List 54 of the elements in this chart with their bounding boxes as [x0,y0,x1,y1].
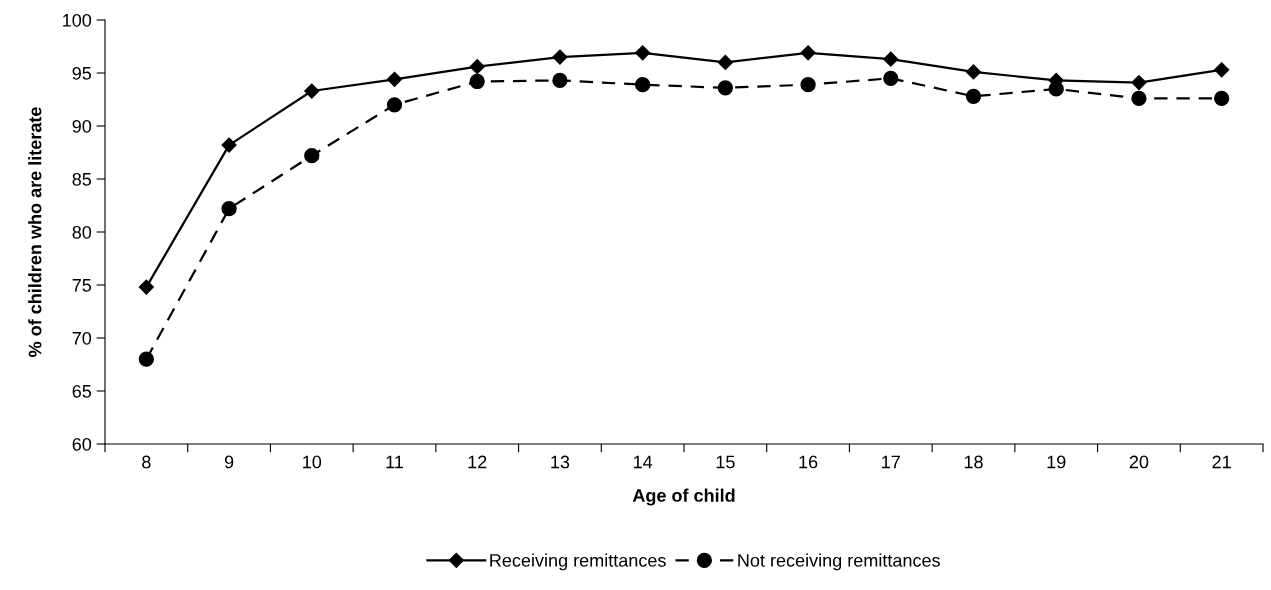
point [883,70,899,86]
legend-label: Not receiving remittances [738,553,940,571]
point [800,45,816,61]
y-tick-label: 95 [72,66,92,80]
point [965,64,982,80]
y-tick-label: 75 [72,279,92,292]
point [1048,81,1064,97]
x-tick-label: 9 [224,455,234,469]
point [304,83,320,99]
point [1214,62,1230,78]
y-tick-label: 90 [72,119,92,133]
point [800,77,816,93]
point [552,49,568,65]
point [552,72,568,89]
point [138,279,154,295]
point [138,351,154,367]
x-tick-label: 20 [1129,455,1149,469]
point [221,201,237,217]
x-tick-label: 16 [799,455,818,469]
x-tick-label: 14 [633,455,653,469]
x-tick-label: 18 [964,455,983,469]
x-tick-label: 15 [716,455,735,469]
y-tick-label: 85 [72,172,92,186]
point [883,51,899,67]
y-tick-label: 100 [63,13,92,27]
point [635,45,651,61]
point [1131,74,1147,91]
y-tick-label: 70 [72,331,92,345]
point [386,97,403,113]
point [386,71,403,87]
point [469,73,485,90]
y-axis-title: % of children who are literate [28,107,42,357]
point [304,148,320,164]
y-tick-label: 60 [72,437,92,451]
point [965,88,982,104]
x-tick-label: 21 [1212,455,1231,469]
y-tick-label: 80 [72,225,92,239]
point [635,77,651,93]
x-axis-title: Age of child [632,488,735,506]
point [717,54,733,70]
point [1214,90,1230,107]
x-tick-label: 19 [1047,455,1066,469]
y-tick-label: 65 [72,384,92,398]
legend-label: Receiving remittances [490,553,666,571]
point [221,137,237,153]
x-tick-label: 11 [386,455,403,469]
x-tick-label: 17 [882,455,900,469]
point [717,80,733,96]
point [1131,90,1147,107]
x-tick-label: 8 [142,455,151,469]
x-tick-label: 10 [303,455,322,469]
point [469,59,485,75]
x-tick-label: 13 [551,455,570,469]
x-tick-label: 12 [468,455,487,469]
